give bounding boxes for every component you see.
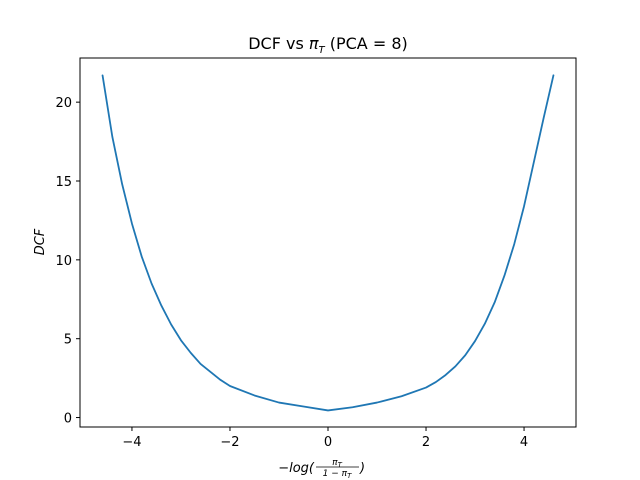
y-tick-label: 0 xyxy=(64,412,72,427)
x-tick-label: −2 xyxy=(220,435,239,450)
y-tick-label: 15 xyxy=(55,175,72,190)
plot-area: −4 −2 0 2 4 0 5 10 15 20 xyxy=(55,57,577,450)
x-axis-label-trail: ) xyxy=(359,461,365,476)
chart-title: DCF vs πT (PCA = 8) xyxy=(248,34,408,56)
x-tick-label: 4 xyxy=(520,435,528,450)
y-tick-label: 20 xyxy=(55,96,72,111)
y-tick-label: 10 xyxy=(55,254,72,269)
x-tick-label: 2 xyxy=(422,435,430,450)
x-tick-label: 0 xyxy=(324,435,332,450)
x-axis-label: −log( πT 1 − πT ) xyxy=(278,458,365,480)
series-line-0 xyxy=(101,74,555,412)
x-axis-label-denominator: 1 − πT xyxy=(323,469,352,480)
y-tick-label: 5 xyxy=(64,333,72,348)
x-axis-label-lead: −log( xyxy=(278,461,315,476)
x-axis-label-numerator: πT xyxy=(332,458,342,469)
x-tick-label: −4 xyxy=(122,435,141,450)
y-axis-label: DCF xyxy=(33,228,48,255)
